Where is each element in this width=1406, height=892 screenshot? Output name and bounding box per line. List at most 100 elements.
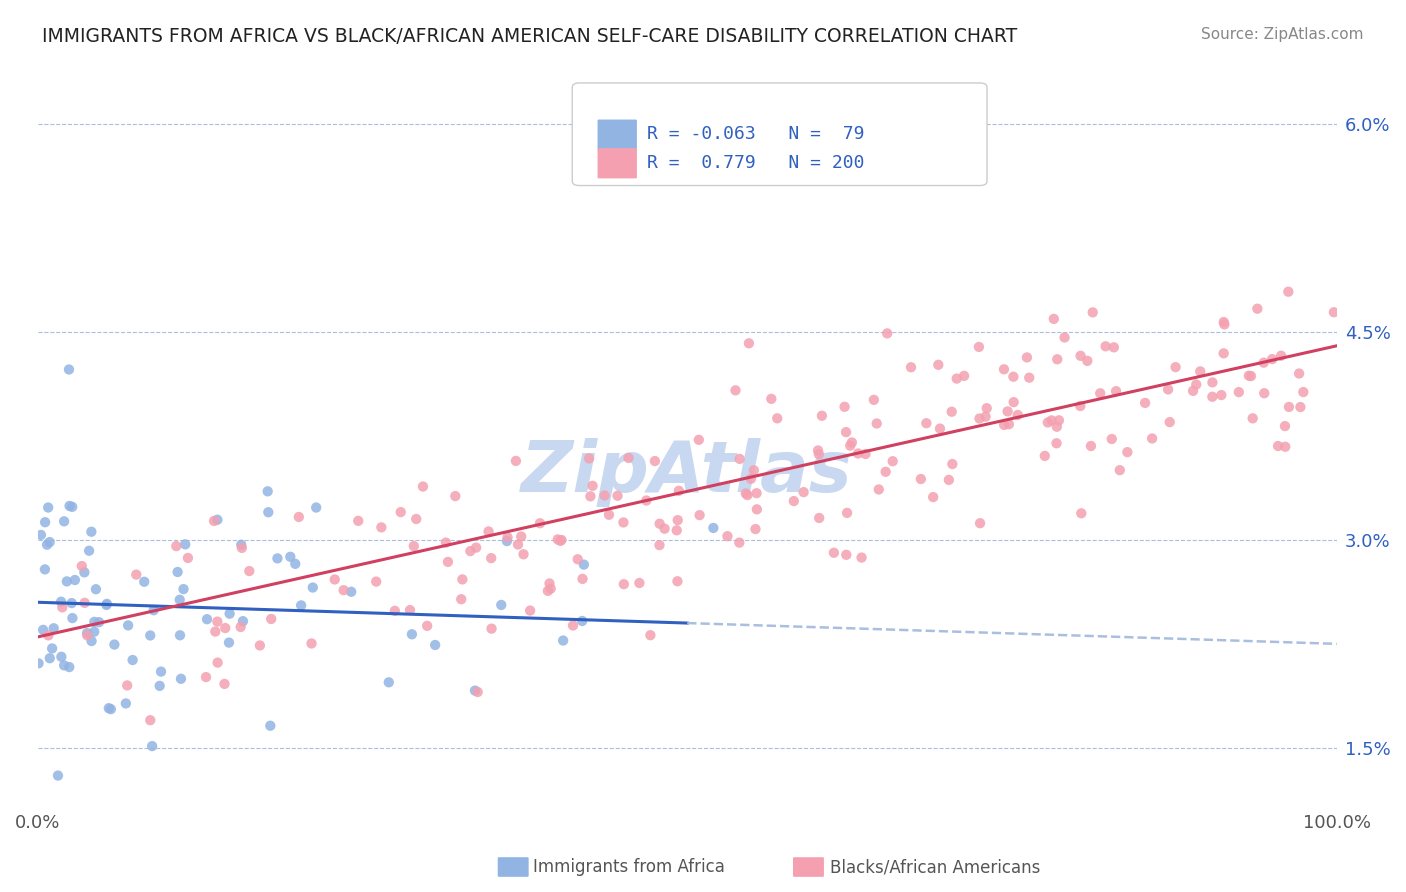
- Point: [83, 624, 105, 639]
- Point: [612, 516, 634, 530]
- Point: [553, 633, 575, 648]
- Point: [256, 484, 278, 499]
- Point: [58, 362, 80, 376]
- Point: [519, 603, 541, 617]
- Point: [876, 326, 898, 341]
- Point: [967, 340, 990, 354]
- Point: [301, 581, 323, 595]
- Point: [301, 636, 323, 650]
- Point: [929, 421, 952, 435]
- Point: [174, 537, 197, 551]
- Point: [1288, 367, 1310, 381]
- Point: [177, 551, 200, 566]
- Point: [195, 670, 218, 684]
- Point: [139, 628, 162, 642]
- Point: [249, 639, 271, 653]
- Point: [728, 451, 751, 466]
- Point: [73, 596, 96, 610]
- Point: [1185, 377, 1208, 392]
- Point: [716, 529, 738, 543]
- Point: [423, 638, 446, 652]
- Point: [1094, 339, 1116, 353]
- Point: [783, 494, 806, 508]
- Point: [58, 499, 80, 513]
- Point: [115, 697, 138, 711]
- Point: [284, 557, 307, 571]
- Point: [370, 520, 392, 534]
- Point: [505, 454, 527, 468]
- Text: Source: ZipAtlas.com: Source: ZipAtlas.com: [1201, 27, 1364, 42]
- Point: [593, 488, 616, 502]
- Point: [761, 392, 783, 406]
- Point: [444, 489, 467, 503]
- Point: [613, 577, 636, 591]
- Point: [1040, 413, 1063, 427]
- Point: [636, 493, 658, 508]
- Point: [835, 506, 858, 520]
- Point: [73, 566, 96, 580]
- Point: [214, 677, 236, 691]
- Point: [37, 500, 59, 515]
- Point: [80, 524, 103, 539]
- Point: [56, 574, 79, 589]
- Point: [46, 768, 69, 782]
- Point: [1201, 390, 1223, 404]
- Point: [479, 551, 502, 566]
- Point: [366, 574, 388, 589]
- Point: [666, 574, 689, 589]
- Point: [83, 615, 105, 629]
- Point: [1043, 311, 1066, 326]
- Point: [1090, 386, 1112, 401]
- Point: [166, 565, 188, 579]
- Point: [207, 615, 229, 629]
- Point: [1002, 395, 1025, 409]
- Point: [941, 457, 963, 471]
- Point: [1047, 413, 1070, 427]
- Point: [1033, 449, 1056, 463]
- Point: [384, 604, 406, 618]
- Point: [125, 567, 148, 582]
- Point: [340, 584, 363, 599]
- Point: [1182, 384, 1205, 398]
- Point: [738, 336, 761, 351]
- Point: [740, 472, 762, 486]
- Text: Blacks/African Americans: Blacks/African Americans: [830, 858, 1040, 876]
- Point: [218, 607, 240, 621]
- Point: [121, 653, 143, 667]
- Point: [1070, 506, 1092, 520]
- Point: [922, 490, 945, 504]
- Point: [1108, 463, 1130, 477]
- Point: [1081, 305, 1104, 319]
- Point: [1159, 415, 1181, 429]
- Point: [51, 600, 73, 615]
- Point: [80, 634, 103, 648]
- Point: [491, 598, 513, 612]
- Point: [332, 583, 354, 598]
- Point: [204, 624, 226, 639]
- Point: [117, 618, 139, 632]
- Point: [207, 656, 229, 670]
- Point: [855, 447, 877, 461]
- Point: [1070, 349, 1092, 363]
- Text: ZipAtlas: ZipAtlas: [522, 438, 853, 508]
- Point: [1105, 384, 1128, 399]
- Point: [811, 409, 834, 423]
- Point: [87, 615, 110, 630]
- Point: [51, 649, 73, 664]
- Point: [1246, 301, 1268, 316]
- Point: [38, 535, 60, 549]
- Point: [1157, 383, 1180, 397]
- Point: [134, 574, 156, 589]
- Point: [1007, 408, 1029, 422]
- Point: [745, 486, 768, 500]
- Point: [1274, 440, 1296, 454]
- Point: [945, 371, 967, 385]
- Point: [900, 360, 922, 375]
- Point: [323, 573, 346, 587]
- Point: [1045, 436, 1067, 450]
- Point: [841, 435, 863, 450]
- Point: [1253, 356, 1275, 370]
- Point: [1102, 340, 1125, 354]
- Point: [953, 368, 976, 383]
- Point: [668, 483, 690, 498]
